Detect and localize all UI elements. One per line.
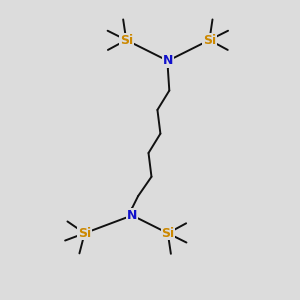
Text: Si: Si — [161, 227, 174, 240]
Text: Si: Si — [78, 227, 91, 240]
Text: Si: Si — [120, 34, 133, 46]
Text: N: N — [163, 54, 173, 67]
Text: Si: Si — [203, 34, 216, 46]
Text: N: N — [127, 209, 137, 222]
